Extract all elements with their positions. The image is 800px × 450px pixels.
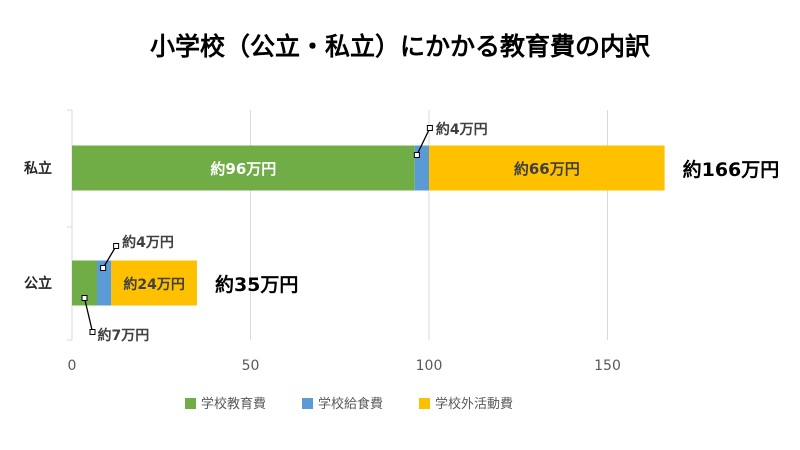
segment-label-1-1: 約4万円 [122, 234, 174, 251]
legend-swatch-0 [185, 398, 196, 409]
bar-segment-1-2 [111, 260, 197, 306]
category-label-0: 私立 [24, 160, 52, 177]
bar-segment-0-0 [72, 145, 415, 191]
callout-1-1-marker-1 [113, 243, 120, 249]
segment-label-1-0: 約7万円 [97, 327, 149, 344]
callout-0-1-line [416, 127, 431, 156]
legend: 学校教育費 学校給食費 学校外活動費 [185, 396, 513, 412]
callout-0-1-marker-0 [413, 152, 420, 158]
x-tick-label-0: 0 [68, 358, 77, 374]
bars-layer [72, 145, 665, 306]
legend-swatch-1 [302, 398, 313, 409]
total-label-0: 約166万円 [683, 158, 780, 181]
x-tick-label-100: 100 [416, 358, 443, 374]
segment-label-0-1: 約4万円 [436, 121, 488, 138]
callout-0-1-marker-1 [426, 125, 433, 131]
bar-segment-1-1 [96, 260, 112, 306]
callout-1-1-line [102, 245, 117, 269]
total-label-1: 約35万円 [215, 273, 298, 296]
legend-label-0: 学校教育費 [201, 396, 266, 412]
legend-label-1: 学校給食費 [318, 396, 383, 412]
segment-label-0-0: 約96万円 [210, 160, 276, 178]
callout-1-1-marker-0 [100, 265, 107, 271]
callout-1-0-line [83, 297, 94, 333]
chart-title: 小学校（公立・私立）にかかる教育費の内訳 [150, 32, 651, 61]
x-tick-label-150: 150 [594, 358, 621, 374]
segment-label-0-2: 約66万円 [514, 160, 580, 178]
x-tick-label-50: 50 [242, 358, 260, 374]
segment-label-1-2: 約24万円 [123, 276, 184, 293]
callout-1-0-marker-0 [81, 295, 88, 301]
category-label-1: 公立 [24, 275, 52, 292]
callout-1-0-marker-1 [89, 329, 96, 335]
legend-swatch-2 [419, 398, 430, 409]
bar-segment-0-2 [429, 145, 665, 191]
legend-label-2: 学校外活動費 [435, 396, 513, 412]
